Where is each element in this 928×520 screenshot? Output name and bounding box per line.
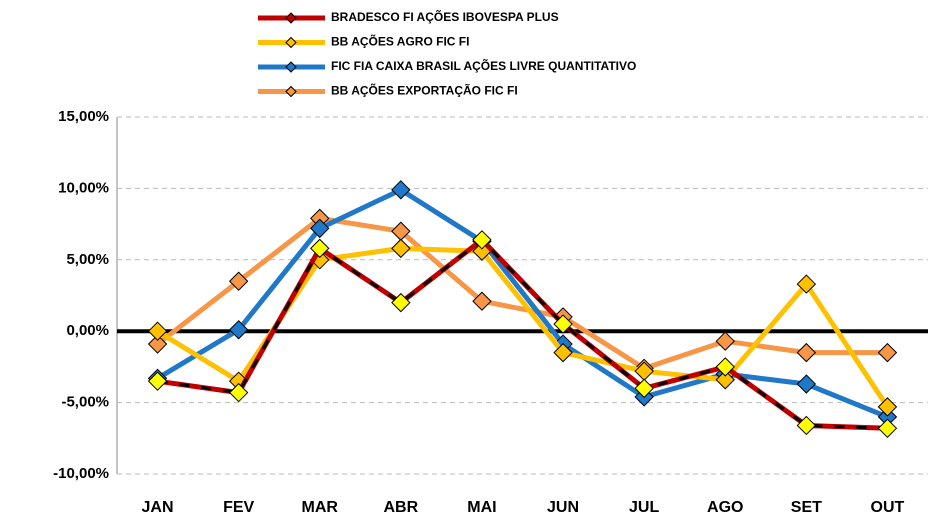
marker <box>877 418 898 439</box>
y-tick-label: 5,00% <box>66 251 109 268</box>
y-tick-label: -10,00% <box>53 465 109 482</box>
x-tick-label: JUL <box>629 499 659 516</box>
legend-label: BB AÇÕES EXPORTAÇÃO FIC FI <box>331 83 518 98</box>
y-tick-label: 15,00% <box>58 108 109 125</box>
y-tick-label: 0,00% <box>66 322 109 339</box>
x-tick-label: FEV <box>223 499 254 516</box>
marker <box>634 378 654 399</box>
x-tick-label: SET <box>791 499 822 516</box>
legend-marker <box>285 36 297 49</box>
marker <box>553 342 573 363</box>
marker <box>796 342 817 363</box>
y-tick-label: -5,00% <box>61 394 109 411</box>
x-tick-label: MAI <box>467 499 496 516</box>
marker <box>391 238 411 259</box>
legend-label: BB AÇÕES AGRO FIC FI <box>331 34 469 49</box>
legend-marker <box>285 61 297 73</box>
marker <box>310 238 330 259</box>
x-tick-label: MAR <box>302 499 339 516</box>
marker <box>796 374 817 394</box>
marker <box>391 292 411 313</box>
marker <box>228 271 249 291</box>
y-tick-label: 10,00% <box>58 179 109 196</box>
marker <box>553 314 573 334</box>
marker <box>877 397 898 417</box>
marker <box>796 274 817 294</box>
marker <box>147 334 168 354</box>
marker <box>715 370 735 390</box>
legend-label: FIC FIA CAIXA BRASIL AÇÕES LIVRE QUANTIT… <box>331 58 636 73</box>
series-line <box>156 245 890 409</box>
x-tick-label: OUT <box>871 499 905 516</box>
marker <box>877 342 898 363</box>
legend-label: BRADESCO FI AÇÕES IBOVESPA PLUS <box>331 9 559 24</box>
series-line <box>156 215 888 371</box>
marker <box>228 382 249 403</box>
series-line <box>156 187 889 420</box>
marker <box>310 218 330 239</box>
x-tick-label: JUN <box>547 499 579 516</box>
marker <box>228 320 249 340</box>
marker <box>147 371 168 391</box>
marker <box>472 291 492 311</box>
legend-marker <box>285 12 297 24</box>
series-line-dash <box>157 237 888 430</box>
marker <box>715 357 735 377</box>
x-tick-label: ABR <box>384 499 419 516</box>
marker <box>391 180 411 200</box>
legend-marker <box>285 85 297 98</box>
series-line <box>157 237 888 431</box>
marker <box>715 331 735 351</box>
marker <box>147 321 168 341</box>
marker <box>472 230 492 250</box>
x-tick-label: AGO <box>707 499 743 516</box>
x-tick-label: JAN <box>142 499 174 516</box>
marker <box>796 415 817 436</box>
